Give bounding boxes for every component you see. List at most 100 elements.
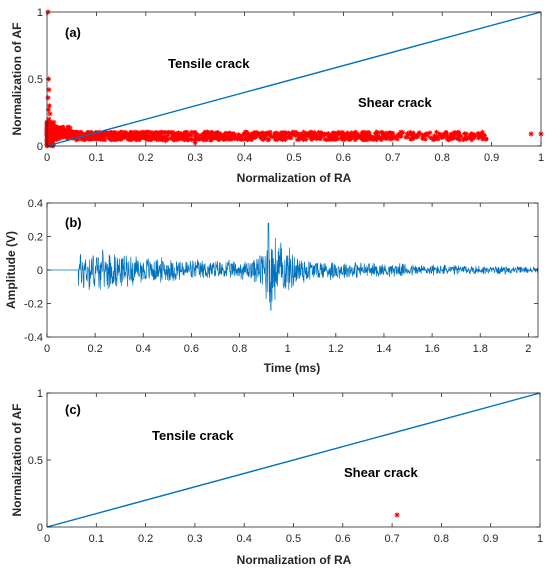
data-point bbox=[118, 132, 123, 137]
data-point bbox=[121, 136, 126, 141]
y-tick-label: 1 bbox=[37, 388, 43, 400]
data-point bbox=[342, 137, 347, 142]
panel-a-annotation-shear: Shear crack bbox=[358, 95, 432, 110]
panel-b-waveform: 0 0.2 0.4 0.6 0.8 1 1.2 1.4 1.6 1.8 2-0.4-0.200.20… bbox=[4, 198, 538, 375]
data-point bbox=[116, 136, 121, 141]
x-tick-label: 1.2 bbox=[328, 343, 343, 355]
x-tick-label: 0.5 bbox=[286, 152, 301, 164]
data-point bbox=[281, 131, 286, 136]
data-point bbox=[358, 134, 363, 139]
data-point bbox=[174, 137, 179, 142]
panel-b-label: (b) bbox=[65, 215, 82, 230]
data-point bbox=[61, 125, 66, 130]
panel-c-y-axis-label: Normalization of AF bbox=[10, 404, 24, 517]
data-point bbox=[143, 130, 148, 135]
data-point bbox=[420, 136, 425, 141]
panel-c-rra-af-scatter: 0 0.1 0.2 0.3 0.4 0.5 0.6 0.7 0.8 0.9 100.51 (c) T… bbox=[10, 388, 543, 567]
data-point bbox=[193, 130, 198, 135]
data-point bbox=[149, 135, 154, 140]
data-point bbox=[462, 136, 467, 141]
data-point bbox=[298, 132, 303, 137]
data-point bbox=[49, 133, 54, 138]
data-point bbox=[228, 131, 233, 136]
x-tick-label: 0.6 bbox=[184, 343, 199, 355]
data-point bbox=[216, 132, 221, 137]
panel-c-x-axis-label: Normalization of RA bbox=[237, 553, 352, 567]
x-tick-label: 0.1 bbox=[89, 533, 104, 545]
data-point bbox=[265, 131, 270, 136]
data-point bbox=[232, 136, 237, 141]
data-point bbox=[205, 131, 210, 136]
data-point bbox=[182, 136, 187, 141]
data-point bbox=[433, 134, 438, 139]
x-tick-label: 0.2 bbox=[138, 533, 153, 545]
data-point bbox=[50, 139, 55, 144]
x-tick-label: 0.7 bbox=[384, 533, 399, 545]
data-point bbox=[163, 130, 168, 135]
data-point bbox=[103, 132, 108, 137]
data-point bbox=[403, 135, 408, 140]
x-tick-label: 1.8 bbox=[473, 343, 488, 355]
x-tick-label: 1 bbox=[285, 343, 291, 355]
data-point bbox=[69, 131, 74, 136]
data-point bbox=[237, 133, 242, 138]
y-tick-label: 0.5 bbox=[28, 74, 43, 86]
data-point bbox=[384, 131, 389, 136]
panel-a-y-axis-label: Normalization of AF bbox=[10, 23, 24, 136]
data-point bbox=[319, 130, 324, 135]
x-tick-label: 0.4 bbox=[237, 533, 252, 545]
data-point bbox=[362, 135, 367, 140]
y-tick-label: -0.2 bbox=[24, 299, 43, 311]
data-point bbox=[211, 135, 216, 140]
data-point bbox=[441, 132, 446, 137]
data-point bbox=[176, 130, 181, 135]
x-tick-label: 1 bbox=[537, 533, 543, 545]
y-tick-label: 0 bbox=[37, 265, 43, 277]
y-tick-label: 0.2 bbox=[28, 232, 43, 244]
data-point bbox=[292, 130, 297, 135]
x-tick-label: 0.4 bbox=[136, 343, 151, 355]
y-tick-label: 0.5 bbox=[28, 455, 43, 467]
data-point bbox=[160, 137, 165, 142]
data-point bbox=[87, 137, 92, 142]
data-point bbox=[134, 134, 139, 139]
data-point bbox=[54, 126, 59, 131]
data-point bbox=[375, 135, 380, 140]
data-point bbox=[45, 122, 50, 127]
x-tick-label: 0.5 bbox=[286, 533, 301, 545]
data-point bbox=[244, 130, 249, 135]
data-point bbox=[189, 133, 194, 138]
data-point bbox=[478, 132, 483, 137]
panel-c-annotation-tensile: Tensile crack bbox=[152, 428, 234, 443]
data-point bbox=[248, 134, 253, 139]
data-point bbox=[157, 132, 162, 137]
data-point bbox=[394, 512, 399, 517]
data-point-outlier bbox=[202, 137, 207, 142]
data-point bbox=[303, 133, 308, 138]
panel-c-annotation-shear: Shear crack bbox=[344, 465, 418, 480]
x-tick-label: 0 bbox=[44, 152, 50, 164]
data-point bbox=[324, 132, 329, 137]
data-point bbox=[334, 133, 339, 138]
panel-a-rra-af-scatter: 0 0.1 0.2 0.3 0.4 0.5 0.6 0.7 0.8 0.9 100.51 (a) T… bbox=[10, 7, 544, 185]
data-point bbox=[260, 137, 265, 142]
y-tick-label: 1 bbox=[37, 7, 43, 19]
data-point bbox=[144, 137, 149, 142]
y-tick-label: 0 bbox=[37, 141, 43, 153]
x-tick-label: 0.8 bbox=[232, 343, 247, 355]
data-point bbox=[182, 130, 187, 135]
data-point bbox=[254, 130, 259, 135]
data-point bbox=[298, 136, 303, 141]
data-point bbox=[272, 131, 277, 136]
x-tick-label: 0.3 bbox=[188, 152, 203, 164]
x-tick-label: 0 bbox=[44, 533, 50, 545]
x-tick-label: 0.8 bbox=[434, 533, 449, 545]
data-point bbox=[340, 130, 345, 135]
data-point bbox=[364, 132, 369, 137]
data-point bbox=[112, 130, 117, 135]
x-tick-label: 0.6 bbox=[336, 152, 351, 164]
data-point bbox=[398, 132, 403, 137]
x-tick-label: 0.7 bbox=[385, 152, 400, 164]
data-point bbox=[424, 132, 429, 137]
data-point bbox=[208, 137, 213, 142]
